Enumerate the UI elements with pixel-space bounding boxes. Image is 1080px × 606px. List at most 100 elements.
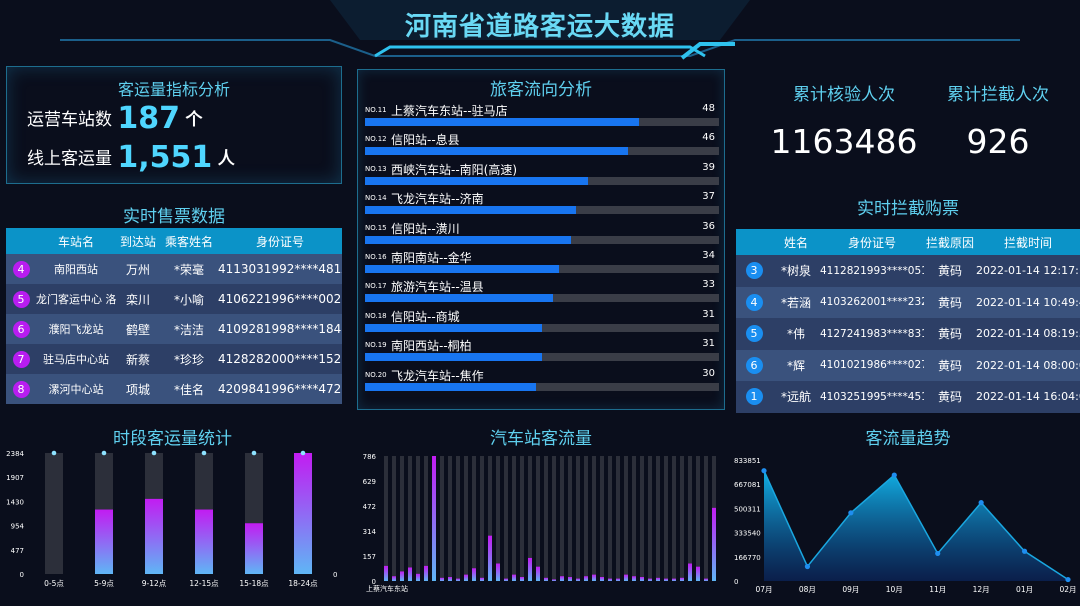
flow-item: NO.18 信阳站--商城 31: [365, 308, 719, 337]
bar: [624, 574, 628, 581]
ticket-station: 濮阳飞龙站: [36, 314, 116, 344]
bar: [704, 578, 708, 581]
ticket-row-index: 8: [6, 374, 36, 404]
flow-list: NO.11 上蔡汽车东站--驻马店 48 NO.12 信阳站--息县 46 NO.13 西峡汽…: [357, 102, 725, 402]
bar: [432, 456, 436, 581]
bar-background: [424, 456, 428, 581]
stations-value: 187: [117, 101, 181, 136]
bar-background: [512, 456, 516, 581]
bar-background: [592, 456, 596, 581]
flow-item: NO.20 飞龙汽车站--焦作 30: [365, 367, 719, 396]
ticket-col-dest: 到达站: [116, 228, 160, 254]
bar-background: [440, 456, 444, 581]
trend-point: [891, 472, 897, 478]
bar-background: [544, 456, 548, 581]
ticket-dest: 新蔡: [116, 344, 160, 374]
bar: [95, 509, 113, 574]
bar-background: [464, 456, 468, 581]
bar: [696, 566, 700, 581]
bar: [512, 574, 516, 581]
trend-point: [804, 563, 811, 570]
bar: [648, 578, 652, 581]
bar-cap-dot: [201, 450, 207, 456]
block-name: *若涵: [772, 286, 820, 318]
ticket-dest: 鹤壁: [116, 314, 160, 344]
flow-route: 南阳西站--桐柏: [391, 339, 472, 354]
block-id: 4127241983****8317: [820, 318, 924, 350]
block-row: 4 *若涵 4103262001****2328 黄码 2022-01-14 10:49…: [736, 286, 1080, 318]
bar: [568, 577, 572, 581]
flow-value: 31: [702, 308, 715, 320]
block-reason: 黄码: [924, 286, 976, 318]
x-tick-label: 上蔡汽车东站: [366, 584, 408, 593]
ticket-col-id: 身份证号: [218, 228, 342, 254]
bar: [536, 566, 540, 581]
index-badge: 5: [745, 325, 763, 343]
flow-value: 30: [702, 367, 715, 379]
ticket-passenger: *洁洁: [160, 314, 218, 344]
y-right-tick-label: 0: [333, 571, 337, 579]
index-badge: 1: [745, 388, 763, 406]
flow-item: NO.13 西峡汽车站--南阳(高速) 39: [365, 161, 719, 190]
flow-route: 飞龙汽车站--济南: [391, 192, 484, 207]
y-tick-label: 500311: [734, 505, 761, 513]
trend-chart: 833851 667081 500311 333540 166770 0 07月 08月 09月…: [734, 457, 1077, 594]
kpi-panel: 客运量指标分析 运营车站数 187 个 线上客运量 1,551 人: [6, 66, 342, 184]
flow-title: 旅客流向分析: [490, 80, 592, 100]
flow-item: NO.14 飞龙汽车站--济南 37: [365, 190, 719, 219]
flow-item: NO.19 南阳西站--桐柏 31: [365, 337, 719, 366]
period-chart-title: 时段客运量统计: [113, 429, 232, 449]
x-tick-label: 10月: [886, 585, 903, 594]
x-tick-label: 09月: [842, 585, 859, 594]
flow-bar-fill: [365, 382, 537, 391]
ticket-dest: 万州: [116, 254, 160, 284]
trend-area: [764, 470, 1068, 581]
block-id: 4112821993****0514: [820, 255, 924, 287]
ticket-id: 4109281998****1847: [218, 314, 342, 344]
bar: [552, 579, 556, 581]
flow-bar-track: [365, 382, 719, 391]
bar-background: [384, 456, 388, 581]
bar-cap-dot: [251, 450, 257, 456]
flow-rank: NO.19: [365, 341, 387, 350]
bar-background: [680, 456, 684, 581]
ticket-row: 4 南阳西站 万州 *荣毫 4113031992****481X: [6, 254, 342, 284]
online-kpi: 线上客运量 1,551 人: [27, 140, 235, 175]
header-frame: [60, 0, 1020, 60]
bar-background: [568, 456, 572, 581]
ticket-id: 4128282000****1523: [218, 344, 342, 374]
stations-label: 运营车站数: [27, 110, 112, 130]
y-tick-label: 1430: [6, 498, 24, 506]
bar: [616, 578, 620, 581]
block-reason: 黄码: [924, 349, 976, 381]
bar: [504, 578, 508, 581]
flow-rank: NO.13: [365, 164, 387, 173]
bar: [195, 509, 213, 574]
flow-rank: NO.12: [365, 135, 387, 144]
bar-background: [656, 456, 660, 581]
page-title: 河南省道路客运大数据: [404, 12, 675, 42]
x-tick-label: 07月: [755, 585, 772, 594]
bar: [528, 557, 532, 581]
stations-unit: 个: [185, 110, 203, 130]
flow-bar-track: [365, 353, 719, 362]
x-tick-label: 12-15点: [189, 579, 219, 588]
bar: [688, 563, 692, 581]
bar-background: [456, 456, 460, 581]
flow-bar-fill: [365, 235, 571, 244]
trend-point: [1021, 548, 1028, 554]
flow-route: 飞龙汽车站--焦作: [391, 368, 484, 383]
ticket-station: 龙门客运中心 洛阳: [36, 284, 116, 314]
flow-bar-fill: [365, 206, 577, 215]
flow-rank: NO.14: [365, 194, 387, 203]
bar: [656, 577, 660, 581]
ticket-id: 4209841996****4723: [218, 374, 342, 404]
block-row-index: 5: [736, 318, 772, 350]
bar-background: [552, 456, 556, 581]
block-time: 2022-01-14 08:19:32: [976, 318, 1080, 350]
x-tick-label: 02月: [1059, 585, 1076, 594]
bar: [416, 573, 420, 581]
station-chart-title: 汽车站客流量: [490, 429, 592, 449]
online-label: 线上客运量: [27, 149, 112, 169]
